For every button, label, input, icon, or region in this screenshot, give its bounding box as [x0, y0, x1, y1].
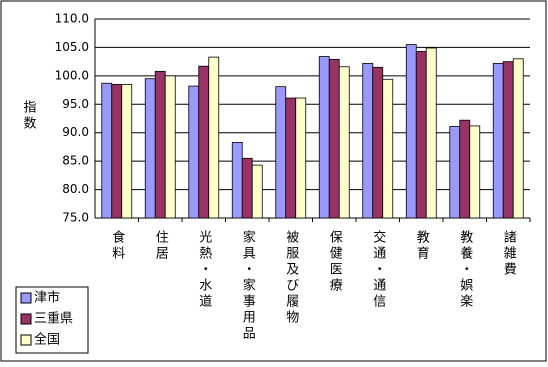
bar [164, 75, 176, 219]
x-tick-label: 家具・家事用品 [240, 229, 256, 342]
bar [372, 66, 384, 219]
bar [101, 82, 113, 219]
bar [512, 58, 524, 219]
bar [338, 66, 350, 219]
x-tick-label: 諸雑費 [501, 229, 517, 278]
bar [251, 164, 263, 219]
x-tick-label: 住居 [153, 230, 169, 262]
bar [415, 51, 427, 219]
bar [425, 47, 437, 219]
bar [111, 83, 123, 219]
y-tick-label: 90.0 [62, 125, 89, 139]
y-tick-label: 100.0 [55, 68, 89, 82]
bar [459, 119, 471, 219]
bar [198, 65, 210, 219]
x-tick-label: 教養・娯楽 [457, 229, 473, 310]
x-tick-label: 教育 [414, 229, 430, 262]
bar [492, 62, 504, 219]
bar [154, 70, 166, 219]
bar [502, 61, 514, 219]
bar [405, 44, 417, 219]
y-tick-label: 105.0 [55, 40, 89, 54]
x-tick-label: 被服及び履物 [283, 230, 299, 326]
y-tick-label: 95.0 [62, 97, 89, 111]
y-tick-label: 110.0 [55, 12, 89, 26]
y-tick-label: 75.0 [62, 211, 89, 225]
bar [382, 78, 394, 219]
x-tick-label: 食料 [109, 229, 125, 262]
bar [231, 141, 243, 219]
x-tick-label: 交通・通信 [370, 229, 386, 310]
bar [121, 83, 133, 219]
bar [285, 97, 297, 219]
legend-label: 三重県 [34, 311, 73, 327]
bar [318, 56, 330, 219]
legend-swatch [20, 334, 32, 346]
y-axis-label: 指数 [21, 100, 37, 132]
bar [362, 62, 374, 219]
bar [241, 157, 253, 219]
legend-label: 全国 [34, 332, 60, 348]
bar [208, 56, 220, 219]
bar [144, 78, 156, 219]
bar [449, 126, 461, 219]
legend-swatch [20, 313, 32, 325]
legend-label: 津市 [34, 290, 60, 306]
bar [469, 125, 481, 219]
y-tick-label: 80.0 [62, 182, 89, 196]
bar [295, 97, 307, 219]
x-tick-label: 光熱・水道 [196, 230, 212, 310]
y-tick-label: 85.0 [62, 154, 89, 168]
bar [275, 86, 287, 219]
x-tick-label: 保健医療 [327, 230, 343, 294]
bar [328, 58, 340, 219]
bar [188, 85, 200, 219]
legend-swatch [20, 292, 32, 304]
